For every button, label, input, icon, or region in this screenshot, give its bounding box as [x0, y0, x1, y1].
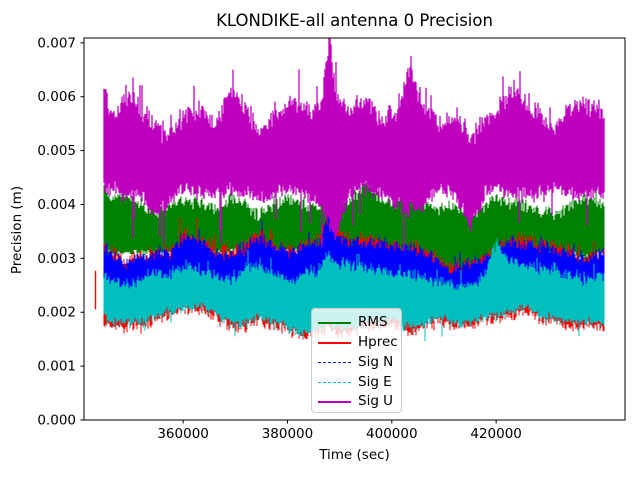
- chart-title: KLONDIKE-all antenna 0 Precision: [216, 11, 493, 30]
- legend-item-sig-n: Sig N: [318, 353, 401, 373]
- y-tick-label: 0.002: [37, 305, 76, 321]
- legend-item-sig-u: Sig U: [318, 392, 401, 412]
- y-tick-label: 0.005: [37, 143, 76, 159]
- axes-spines: [83, 37, 626, 421]
- x-tick-label: 420000: [470, 426, 522, 442]
- y-tick-label: 0.006: [37, 89, 76, 105]
- legend-label: Sig N: [358, 353, 394, 370]
- legend-line-sample: [318, 361, 351, 363]
- legend-label: Sig U: [358, 393, 394, 410]
- series-sig-e: [103, 238, 605, 342]
- y-tick-label: 0.001: [37, 359, 76, 375]
- legend-line-sample: [318, 381, 351, 383]
- x-tick-label: 360000: [157, 426, 209, 442]
- legend-label: Sig E: [358, 373, 392, 390]
- legend-item-hprec: Hprec: [318, 333, 401, 353]
- y-tick-label: 0.004: [37, 197, 76, 213]
- legend: RMS Hprec Sig N Sig E Sig U: [311, 308, 402, 413]
- y-tick-label: 0.003: [37, 251, 76, 267]
- legend-line-sample: [318, 341, 351, 344]
- x-tick-label: 400000: [366, 426, 418, 442]
- legend-line-sample: [318, 401, 351, 404]
- y-axis-label: Precision (m): [9, 185, 25, 275]
- y-tick-label: 0.000: [37, 413, 76, 429]
- x-axis-label: Time (sec): [319, 447, 390, 463]
- legend-item-rms: RMS: [318, 313, 401, 333]
- series-sig-u: [103, 38, 605, 251]
- data-series-group: [94, 38, 605, 342]
- legend-line-sample: [318, 321, 351, 324]
- legend-label: Hprec: [358, 333, 398, 350]
- legend-item-sig-e: Sig E: [318, 372, 401, 392]
- x-tick-label: 380000: [262, 426, 314, 442]
- y-tick-label: 0.007: [37, 35, 76, 51]
- legend-label: RMS: [358, 314, 388, 331]
